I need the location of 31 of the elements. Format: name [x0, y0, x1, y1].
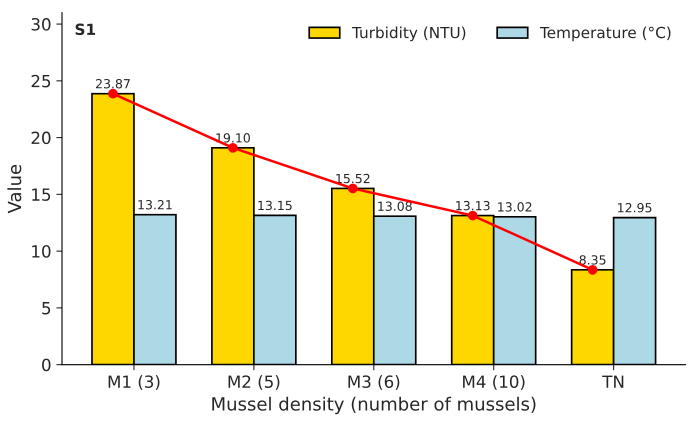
y-tick-label: 15	[32, 188, 50, 201]
text: 13.15	[258, 200, 292, 210]
y-axis-title: Value	[7, 164, 22, 214]
text: 23.87	[96, 79, 130, 88]
text: 12.95	[618, 202, 652, 212]
text: 13.08	[378, 202, 412, 211]
x-axis-title: Mussel density (number of mussels)	[212, 396, 536, 414]
y-tick-label: 10	[32, 245, 50, 258]
x-tick-label: M4 (10)	[463, 375, 525, 390]
y-tick-label: 0	[42, 358, 50, 372]
legend-label: Temperature (°C)	[540, 26, 670, 42]
y-tick-label: 20	[32, 132, 50, 144]
y-tick-label: 30	[32, 18, 50, 31]
x-tick-label: TN	[602, 376, 624, 388]
text: 13.13	[456, 200, 490, 210]
y-tick-label: 5	[42, 302, 50, 314]
point	[588, 264, 598, 275]
x-tick-label: M2 (5)	[228, 375, 280, 390]
annotation: S1	[76, 24, 96, 36]
point	[468, 210, 478, 220]
text: 15.52	[336, 174, 370, 184]
x-tick-label: M1 (3)	[108, 375, 160, 390]
legend-label: Turbidity (NTU)	[352, 26, 466, 42]
text: 8.35	[580, 255, 606, 265]
text: 13.21	[138, 200, 172, 210]
x-tick-label: M3 (6)	[348, 375, 400, 390]
point	[228, 142, 238, 153]
point	[348, 184, 358, 194]
y-tick-label: 25	[32, 74, 50, 88]
text: 13.02	[498, 202, 532, 212]
point	[108, 88, 118, 99]
